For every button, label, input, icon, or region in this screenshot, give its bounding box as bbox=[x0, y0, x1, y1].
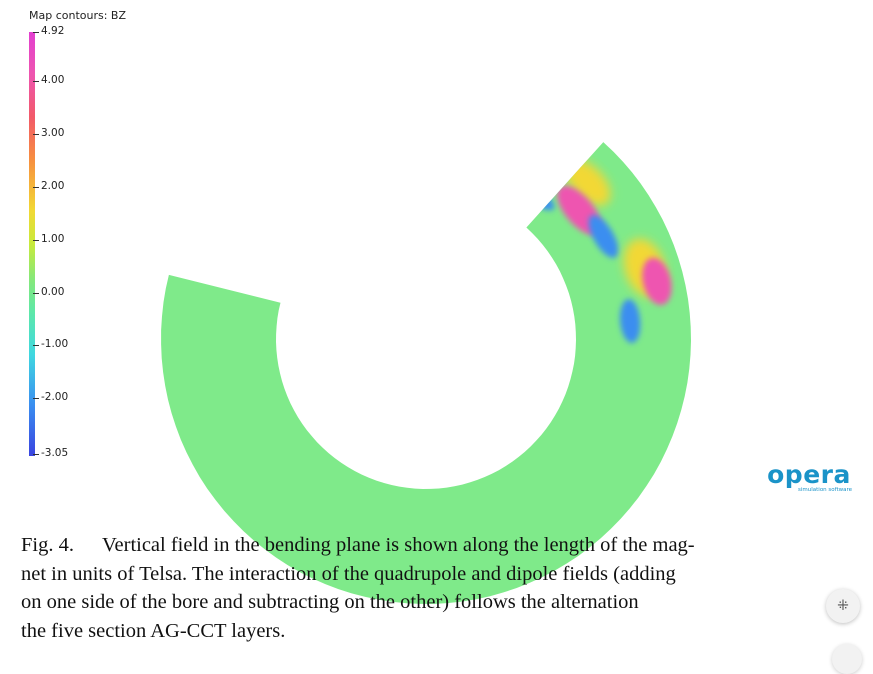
tick-mark bbox=[33, 398, 39, 400]
field-region bbox=[320, 169, 368, 200]
field-region bbox=[336, 90, 420, 134]
logo-subtitle: simulation software bbox=[798, 487, 853, 493]
colorbar bbox=[29, 32, 35, 456]
tick-mark bbox=[33, 345, 39, 347]
colorbar-tick-label: -3.05 bbox=[41, 447, 69, 459]
field-region bbox=[620, 299, 641, 344]
field-region bbox=[588, 215, 619, 258]
field-region bbox=[369, 81, 430, 99]
figure-caption: Fig. 4. Vertical field in the bending pla… bbox=[21, 531, 863, 645]
collapse-arrows-icon[interactable]: ⁜ bbox=[826, 589, 860, 623]
field-region bbox=[448, 142, 522, 148]
colorbar-tick-label: -2.00 bbox=[41, 391, 69, 404]
magnet-arc bbox=[161, 142, 692, 604]
field-region bbox=[343, 176, 400, 201]
colorbar-tick-label: -1.00 bbox=[41, 338, 69, 351]
tick-mark bbox=[33, 454, 39, 455]
field-map bbox=[161, 81, 692, 604]
colorbar-tick-label: 3.00 bbox=[41, 126, 65, 139]
field-region bbox=[642, 257, 672, 305]
field-region bbox=[324, 85, 450, 149]
contour-map-title: Map contours: BZ bbox=[29, 9, 127, 22]
colorbar-tick-label: 4.92 bbox=[41, 25, 65, 37]
tick-mark bbox=[33, 133, 39, 135]
colorbar-tick-label: 4.00 bbox=[41, 73, 65, 86]
colorbar-tick-label: 1.00 bbox=[41, 232, 65, 245]
tick-mark bbox=[33, 80, 39, 82]
colorbar-tick-label: 0.00 bbox=[41, 285, 65, 298]
field-region bbox=[237, 187, 280, 238]
caption-line-2: net in units of Telsa. The interaction o… bbox=[21, 562, 676, 585]
field-region bbox=[217, 155, 268, 215]
tick-mark bbox=[33, 32, 39, 33]
logo-word: opera bbox=[767, 460, 851, 489]
field-region bbox=[300, 169, 370, 217]
tick-mark bbox=[33, 186, 39, 188]
tick-mark bbox=[33, 292, 39, 294]
field-region bbox=[504, 172, 555, 211]
field-region bbox=[412, 142, 511, 157]
colorbar-tick-label: 2.00 bbox=[41, 179, 65, 192]
caption-line-1: Fig. 4. Vertical field in the bending pla… bbox=[21, 531, 863, 560]
figure-label: Fig. 4. bbox=[21, 534, 74, 556]
floating-action-button[interactable] bbox=[832, 644, 862, 674]
field-region bbox=[222, 190, 282, 271]
caption-line-4: the five section AG-CCT layers. bbox=[21, 619, 286, 642]
caption-line-3: on one side of the bore and subtracting … bbox=[21, 591, 639, 613]
tick-mark bbox=[33, 239, 39, 241]
opera-logo: opera simulation software bbox=[764, 461, 854, 494]
field-region bbox=[496, 147, 544, 178]
caption-line-1-text: Vertical field in the bending plane is s… bbox=[101, 534, 695, 556]
